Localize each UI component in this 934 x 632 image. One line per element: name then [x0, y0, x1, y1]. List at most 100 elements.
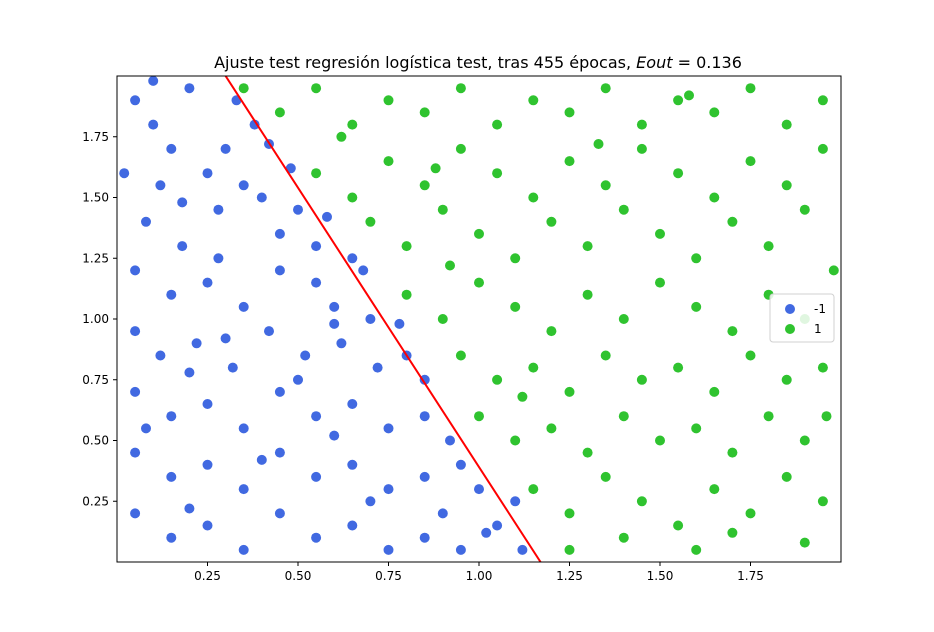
point-series-0-27 — [227, 362, 238, 373]
point-series-1-23 — [528, 192, 539, 203]
point-series-0-46 — [202, 459, 213, 470]
point-series-1-37 — [546, 216, 557, 227]
point-series-0-17 — [202, 277, 213, 288]
point-series-0-63 — [419, 532, 430, 543]
point-series-1-62 — [636, 374, 647, 385]
point-series-0-18 — [238, 301, 249, 312]
chart-title-metric: Eout — [636, 53, 673, 72]
point-series-1-1 — [274, 107, 285, 118]
point-series-0-30 — [336, 338, 347, 349]
point-series-1-25 — [600, 180, 611, 191]
point-series-0-3 — [184, 83, 195, 94]
point-series-0-54 — [474, 484, 484, 495]
point-series-0-22 — [329, 301, 340, 312]
point-series-1-52 — [655, 277, 665, 288]
point-series-1-73 — [655, 435, 665, 446]
point-series-0-50 — [347, 459, 358, 470]
point-series-0-6 — [220, 143, 231, 154]
point-series-0-84 — [141, 423, 151, 434]
point-series-1-48 — [510, 301, 521, 312]
point-series-0-7 — [141, 216, 151, 227]
point-series-1-61 — [600, 350, 611, 361]
point-series-1-15 — [781, 119, 792, 130]
point-series-1-0 — [238, 83, 249, 94]
y-tick-label-5: 1.50 — [82, 191, 109, 205]
point-series-1-58 — [492, 374, 503, 385]
point-series-0-67 — [517, 544, 528, 555]
point-series-1-54 — [727, 326, 738, 337]
point-series-1-8 — [528, 95, 539, 106]
point-series-1-42 — [727, 216, 738, 227]
point-series-1-16 — [817, 95, 828, 106]
point-series-1-39 — [618, 204, 629, 215]
legend-label-pos: 1 — [814, 322, 822, 336]
point-series-0-8 — [177, 241, 188, 252]
x-tick-label-2: 0.75 — [375, 569, 402, 583]
point-series-0-55 — [130, 508, 141, 519]
point-series-0-0 — [130, 95, 141, 106]
point-series-1-74 — [691, 423, 702, 434]
point-series-1-81 — [636, 496, 647, 507]
point-series-1-91 — [799, 537, 810, 548]
point-series-0-11 — [256, 192, 267, 203]
point-series-0-35 — [166, 411, 177, 422]
point-series-1-47 — [474, 277, 484, 288]
x-tick-label-3: 1.00 — [466, 569, 493, 583]
point-series-0-33 — [419, 374, 430, 385]
point-series-1-95 — [684, 90, 694, 101]
point-series-1-34 — [437, 204, 448, 215]
point-series-1-65 — [745, 350, 756, 361]
point-series-0-1 — [148, 119, 159, 130]
point-series-0-4 — [155, 180, 166, 191]
point-series-0-78 — [329, 430, 340, 441]
point-series-1-17 — [311, 168, 322, 179]
point-series-0-52 — [419, 471, 430, 482]
point-series-0-25 — [155, 350, 166, 361]
data-points — [119, 76, 839, 555]
point-series-0-23 — [365, 314, 376, 324]
point-series-0-31 — [372, 362, 383, 373]
point-series-1-40 — [655, 228, 665, 239]
point-series-0-51 — [383, 484, 394, 495]
point-series-1-10 — [600, 83, 611, 94]
point-series-0-82 — [293, 374, 303, 385]
point-series-1-64 — [709, 386, 720, 397]
point-series-0-28 — [264, 326, 274, 337]
point-series-0-76 — [220, 333, 231, 344]
point-series-1-83 — [709, 484, 720, 495]
point-series-0-24 — [130, 326, 141, 337]
point-series-0-12 — [274, 228, 285, 239]
point-series-0-48 — [274, 447, 285, 458]
point-series-0-83 — [184, 367, 195, 378]
point-series-1-87 — [564, 544, 575, 555]
point-series-1-2 — [311, 83, 322, 94]
x-axis: 0.25 0.50 0.75 1.00 1.25 1.50 1.75 — [194, 562, 764, 583]
point-series-1-43 — [763, 241, 774, 252]
point-series-1-82 — [673, 520, 684, 531]
point-series-0-13 — [293, 204, 303, 215]
point-series-1-18 — [347, 192, 358, 203]
point-series-1-22 — [492, 168, 503, 179]
point-series-1-27 — [673, 168, 684, 179]
y-tick-label-0: 0.25 — [82, 494, 109, 508]
point-series-0-66 — [510, 496, 521, 507]
point-series-1-67 — [817, 362, 828, 373]
point-series-0-21 — [347, 253, 358, 264]
point-series-0-19 — [274, 265, 285, 276]
point-series-0-77 — [256, 454, 267, 465]
point-series-1-63 — [673, 362, 684, 373]
point-series-1-98 — [517, 391, 528, 402]
point-series-1-50 — [582, 289, 593, 300]
point-series-1-60 — [564, 386, 575, 397]
point-series-1-12 — [673, 95, 684, 106]
y-tick-label-3: 1.00 — [82, 312, 109, 326]
point-series-1-75 — [727, 447, 738, 458]
chart-title: Ajuste test regresión logística test, tr… — [214, 53, 742, 72]
point-series-0-57 — [202, 520, 213, 531]
point-series-1-78 — [528, 484, 539, 495]
point-series-0-86 — [177, 197, 188, 208]
point-series-0-39 — [311, 411, 322, 422]
point-series-0-75 — [184, 503, 195, 514]
point-series-0-29 — [300, 350, 311, 361]
